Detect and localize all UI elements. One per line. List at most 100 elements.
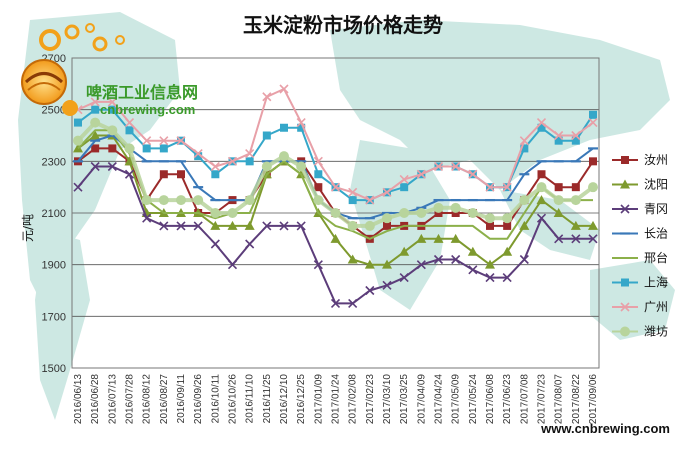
data-point-legend-沈阳 [620, 179, 630, 189]
data-point-潍坊 [296, 161, 307, 172]
data-point-广州 [227, 156, 238, 166]
data-point-青冈 [365, 285, 375, 296]
x-tick-label: 2017/06/23 [502, 374, 513, 424]
data-point-青冈 [348, 298, 358, 308]
y-tick-label: 1700 [42, 311, 66, 323]
data-point-青冈 [245, 239, 255, 249]
data-point-潍坊 [227, 208, 238, 218]
data-point-沈阳 [330, 233, 341, 243]
data-point-汝州 [589, 157, 597, 166]
data-point-汝州 [451, 209, 460, 217]
data-point-青冈 [193, 221, 203, 231]
data-point-广州 [262, 92, 272, 102]
data-point-上海 [194, 152, 203, 161]
data-point-潍坊 [279, 151, 289, 162]
x-tick-label: 2017/04/24 [434, 374, 445, 424]
data-point-潍坊 [73, 135, 83, 146]
x-tick-label: 2017/01/24 [331, 374, 342, 424]
data-point-潍坊 [536, 182, 547, 193]
data-point-上海 [589, 110, 597, 119]
x-tick-label: 2017/08/07 [554, 374, 565, 424]
x-tick-label: 2016/09/26 [193, 374, 204, 424]
map-landmass-asia-south [500, 190, 600, 260]
data-point-青冈 [73, 182, 83, 192]
data-point-潍坊 [347, 220, 358, 231]
data-point-广州 [245, 149, 255, 159]
data-point-青冈 [313, 260, 323, 270]
data-point-青冈 [279, 221, 289, 231]
data-point-上海 [314, 170, 323, 179]
data-point-上海 [159, 144, 168, 153]
data-point-潍坊 [485, 213, 495, 224]
data-point-青冈 [330, 298, 341, 308]
x-tick-label: 2016/07/13 [107, 374, 118, 424]
data-point-青冈 [107, 161, 117, 172]
data-point-汝州 [554, 183, 563, 192]
data-point-青冈 [468, 265, 478, 275]
data-point-青冈 [519, 254, 529, 265]
y-tick-label: 2100 [42, 208, 66, 220]
map-landmass-east [330, 20, 670, 190]
data-point-青冈 [554, 234, 564, 244]
data-point-广州 [502, 182, 512, 192]
x-tick-label: 2016/11/10 [245, 374, 256, 424]
x-tick-label: 2017/04/09 [416, 374, 427, 424]
data-point-上海 [520, 144, 529, 153]
data-point-潍坊 [158, 195, 169, 206]
data-point-潍坊 [502, 213, 513, 224]
data-point-legend-上海 [621, 278, 629, 287]
data-point-汝州 [537, 170, 546, 179]
data-point-广州 [107, 97, 117, 107]
legend-label: 汝州 [644, 153, 668, 167]
data-point-汝州 [486, 221, 494, 230]
x-tick-label: 2016/12/25 [296, 374, 307, 424]
site-url: www.cnbrewing.com [540, 421, 670, 436]
data-point-广州 [382, 187, 392, 197]
data-point-潍坊 [107, 125, 118, 136]
data-point-潍坊 [141, 195, 152, 206]
y-tick-label: 2300 [42, 156, 66, 168]
data-point-潍坊 [261, 161, 272, 172]
data-point-广州 [90, 97, 100, 107]
data-point-青冈 [416, 260, 426, 270]
data-point-广州 [536, 118, 547, 128]
legend-entry-广州: 广州 [612, 300, 668, 314]
data-point-汝州 [503, 221, 512, 230]
data-point-潍坊 [399, 208, 410, 218]
legend-label: 沈阳 [644, 177, 668, 192]
legend-label: 邢台 [644, 250, 668, 265]
data-point-上海 [280, 123, 288, 132]
data-point-青冈 [210, 239, 220, 249]
legend-entry-上海: 上海 [612, 275, 668, 290]
data-point-潍坊 [553, 195, 564, 206]
data-point-潍坊 [330, 208, 341, 218]
x-tick-label: 2017/07/08 [519, 374, 530, 424]
y-tick-label: 1500 [42, 363, 66, 375]
data-point-潍坊 [450, 202, 461, 213]
legend-entry-汝州: 汝州 [612, 153, 668, 167]
x-tick-label: 2017/02/08 [348, 374, 359, 424]
data-point-沈阳 [433, 233, 444, 243]
data-point-青冈 [485, 273, 495, 283]
x-tick-label: 2017/07/23 [537, 374, 548, 424]
data-point-上海 [142, 144, 151, 153]
data-point-汝州 [314, 183, 323, 192]
x-axis-ticks: 2016/06/13 2016/06/28 2016/07/13 2016/07/28… [73, 374, 599, 424]
data-point-青冈 [227, 260, 238, 270]
data-point-沈阳 [364, 259, 375, 269]
data-point-沈阳 [536, 195, 547, 205]
x-tick-label: 2017/09/06 [588, 374, 599, 424]
legend-label: 上海 [644, 275, 668, 290]
data-point-潍坊 [210, 208, 221, 218]
data-point-上海 [211, 170, 220, 179]
legend-entry-长治: 长治 [612, 227, 668, 241]
data-point-沈阳 [467, 246, 478, 256]
data-point-潍坊 [416, 208, 427, 218]
data-point-上海 [554, 136, 563, 145]
data-point-青冈 [433, 254, 444, 265]
data-point-上海 [74, 118, 82, 127]
